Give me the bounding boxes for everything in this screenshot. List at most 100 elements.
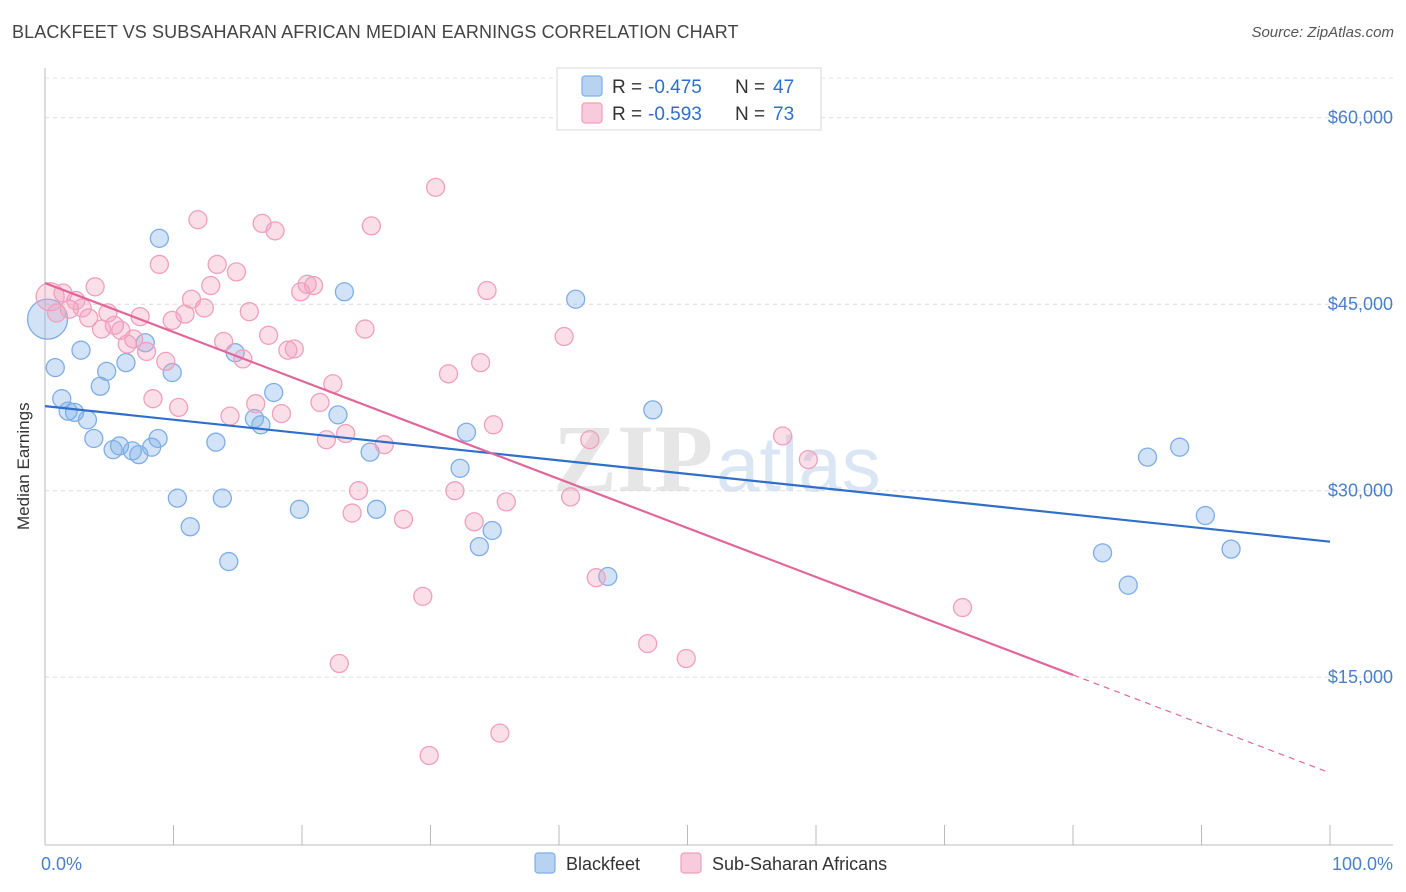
subsaharan-point-20 <box>168 397 189 418</box>
blackfeet-point-45 <box>1195 505 1216 526</box>
legend-r-value-1: -0.593 <box>648 104 702 125</box>
subsaharan-point-57 <box>445 481 465 501</box>
blackfeet-point-42 <box>1118 575 1138 595</box>
blackfeet-point-30 <box>328 405 348 425</box>
subsaharan-point-43 <box>316 430 337 450</box>
subsaharan-point-64 <box>554 326 574 347</box>
blackfeet-point-28 <box>264 382 284 403</box>
subsaharan-point-17 <box>149 254 170 275</box>
blackfeet-point-22 <box>206 432 226 452</box>
subsaharan-point-6 <box>79 308 99 328</box>
series-legend-label-subsaharan: Sub-Saharan Africans <box>712 854 887 874</box>
blackfeet-point-7 <box>84 428 104 449</box>
subsaharan-point-72 <box>952 597 973 618</box>
blackfeet-point-36 <box>469 536 489 557</box>
data-points <box>26 177 1241 766</box>
subsaharan-point-50 <box>361 216 382 236</box>
subsaharan-point-63 <box>496 492 516 512</box>
x-tick-max: 100.0% <box>1332 854 1393 874</box>
subsaharan-point-69 <box>676 648 696 669</box>
blackfeet-point-17 <box>148 428 168 449</box>
blackfeet-point-31 <box>334 282 355 302</box>
subsaharan-point-36 <box>271 403 292 424</box>
blackfeet-point-5 <box>71 340 91 360</box>
subsaharan-point-28 <box>220 406 240 426</box>
blackfeet-point-3 <box>58 401 78 421</box>
legend-n-value-0: 47 <box>773 77 794 98</box>
legend-swatch-blackfeet <box>581 75 603 97</box>
legend-swatch-subsaharan <box>581 102 603 124</box>
subsaharan-point-42 <box>310 392 330 413</box>
subsaharan-point-58 <box>464 512 484 532</box>
subsaharan-point-31 <box>239 302 259 322</box>
source-credit: Source: ZipAtlas.com <box>1251 24 1394 41</box>
legend-n-label-1: N = <box>735 104 765 125</box>
subsaharan-point-35 <box>265 221 285 241</box>
subsaharan-point-53 <box>413 586 433 607</box>
subsaharan-point-59 <box>470 352 491 373</box>
subsaharan-point-68 <box>638 633 658 654</box>
y-tick-label-2: $45,000 <box>1328 294 1393 314</box>
blackfeet-point-37 <box>482 520 502 541</box>
subsaharan-point-5 <box>72 298 92 318</box>
subsaharan-point-10 <box>104 315 125 335</box>
subsaharan-point-56 <box>438 364 459 384</box>
subsaharan-point-25 <box>201 275 221 296</box>
series-legend-label-blackfeet: Blackfeet <box>566 854 640 874</box>
blackfeet-point-12 <box>116 352 136 373</box>
y-tick-label-3: $60,000 <box>1328 108 1393 128</box>
subsaharan-point-34 <box>258 325 279 345</box>
subsaharan-point-54 <box>419 745 439 766</box>
subsaharan-point-70 <box>772 426 793 446</box>
x-tick-min: 0.0% <box>41 854 82 874</box>
trend-lines <box>44 282 1331 774</box>
subsaharan-point-38 <box>284 339 304 359</box>
subsaharan-point-52 <box>393 509 414 529</box>
blackfeet-point-44 <box>1170 437 1190 457</box>
subsaharan-point-66 <box>580 430 600 450</box>
axes <box>44 68 1393 846</box>
blackfeet-point-46 <box>1221 539 1241 559</box>
y-tick-labels: $15,000 $30,000 $45,000 $60,000 <box>1328 108 1393 687</box>
subsaharan-point-51 <box>374 435 394 455</box>
subsaharan-point-16 <box>143 389 163 409</box>
blackfeet-point-20 <box>167 488 188 508</box>
subsaharan-point-62 <box>490 723 510 743</box>
subsaharan-point-29 <box>226 262 247 282</box>
legend-r-value-0: -0.475 <box>648 77 702 98</box>
subsaharan-point-49 <box>355 319 375 339</box>
subsaharan-point-48 <box>348 481 369 501</box>
blackfeet-point-40 <box>643 400 663 420</box>
subsaharan-point-47 <box>342 503 362 523</box>
y-tick-label-0: $15,000 <box>1328 667 1393 687</box>
subsaharan-point-71 <box>798 449 818 470</box>
subsaharan-point-26 <box>207 254 227 275</box>
subsaharan-point-45 <box>329 653 349 674</box>
subsaharan-point-41 <box>303 275 324 296</box>
trend-line-0 <box>44 405 1331 543</box>
subsaharan-point-24 <box>194 298 214 318</box>
y-tick-label-1: $30,000 <box>1328 481 1393 501</box>
blackfeet-point-29 <box>289 499 310 519</box>
subsaharan-point-37 <box>278 340 298 360</box>
subsaharan-point-32 <box>246 394 266 414</box>
blackfeet-point-24 <box>219 551 239 572</box>
blackfeet-point-35 <box>456 422 477 442</box>
subsaharan-point-67 <box>586 568 606 588</box>
subsaharan-point-15 <box>136 341 157 362</box>
blackfeet-point-1 <box>45 357 65 378</box>
blackfeet-point-27 <box>251 415 271 435</box>
subsaharan-point-7 <box>85 277 105 297</box>
blackfeet-point-19 <box>162 362 182 383</box>
legend-r-label-1: R = <box>612 104 642 125</box>
subsaharan-point-18 <box>156 351 176 372</box>
blackfeet-point-34 <box>450 458 470 478</box>
subsaharan-point-55 <box>425 177 446 197</box>
legend-n-label-0: N = <box>735 77 765 98</box>
subsaharan-point-61 <box>483 415 504 435</box>
blackfeet-point-23 <box>212 488 232 508</box>
chart-title: BLACKFEET VS SUBSAHARAN AFRICAN MEDIAN E… <box>12 22 739 42</box>
blackfeet-point-6 <box>77 410 98 430</box>
blackfeet-point-9 <box>97 361 117 381</box>
